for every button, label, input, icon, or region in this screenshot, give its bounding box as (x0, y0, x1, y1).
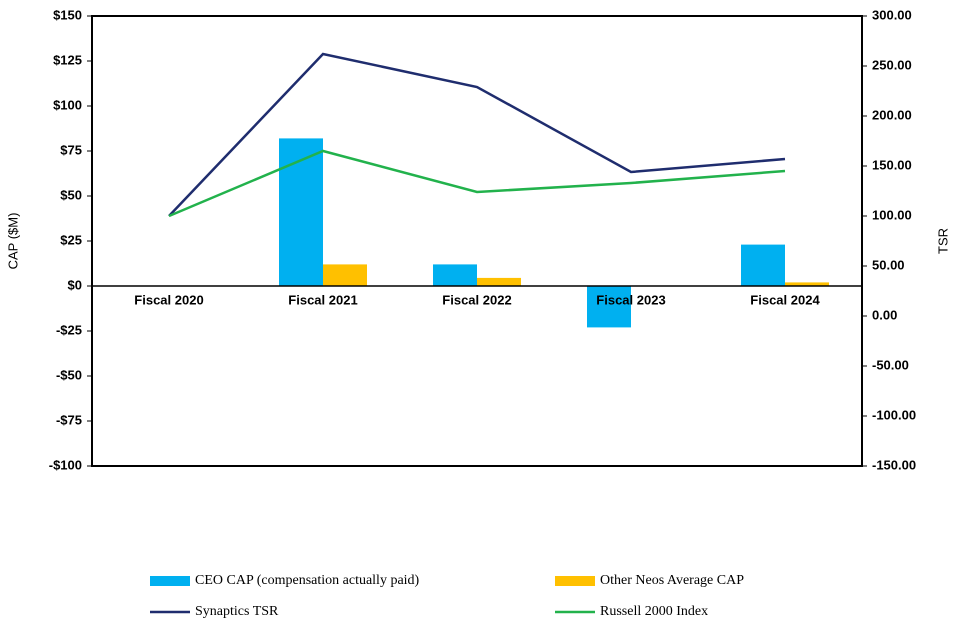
y-tick-label: $0 (68, 277, 82, 292)
y2-tick-label: 300.00 (872, 7, 912, 22)
line-series (168, 52, 786, 217)
y2-tick-label: 50.00 (872, 257, 905, 272)
x-tick-label: Fiscal 2022 (442, 292, 511, 307)
y-tick-label: -$75 (56, 412, 82, 427)
bar (279, 138, 323, 286)
legend-label: CEO CAP (compensation actually paid) (195, 573, 420, 588)
y-tick-label: $75 (60, 142, 82, 157)
y2-tick-label: 0.00 (872, 307, 897, 322)
y-tick-label: -$100 (49, 457, 82, 472)
line-series (168, 149, 786, 218)
y-tick-label: $100 (53, 97, 82, 112)
y2-tick-label: -50.00 (872, 357, 909, 372)
bar (433, 264, 477, 286)
legend-swatch (150, 576, 190, 586)
x-tick-label: Fiscal 2021 (288, 292, 357, 307)
y-tick-label: $150 (53, 7, 82, 22)
legend-label: Russell 2000 Index (600, 604, 708, 619)
legend-swatch (555, 576, 595, 586)
y2-tick-label: -150.00 (872, 457, 916, 472)
bar (323, 264, 367, 286)
x-tick-label: Fiscal 2020 (134, 292, 203, 307)
legend-label: Synaptics TSR (195, 604, 279, 619)
y-tick-label: $50 (60, 187, 82, 202)
y2-tick-label: 100.00 (872, 207, 912, 222)
bar (785, 282, 829, 286)
bar (477, 277, 521, 286)
y2-tick-label: 200.00 (872, 107, 912, 122)
bar (587, 286, 631, 328)
y2-tick-label: 150.00 (872, 157, 912, 172)
y-tick-label: $125 (53, 52, 82, 67)
y2-tick-label: 250.00 (872, 57, 912, 72)
y-axis-title: CAP ($M) (5, 213, 20, 270)
y2-axis-title: TSR (935, 228, 950, 254)
legend-label: Other Neos Average CAP (600, 573, 744, 588)
y-tick-label: -$25 (56, 322, 82, 337)
plot-frame (91, 15, 863, 467)
x-tick-label: Fiscal 2024 (750, 292, 820, 307)
bar (741, 244, 785, 286)
y2-tick-label: -100.00 (872, 407, 916, 422)
y-tick-label: $25 (60, 232, 82, 247)
y-tick-label: -$50 (56, 367, 82, 382)
x-tick-label: Fiscal 2023 (596, 292, 665, 307)
